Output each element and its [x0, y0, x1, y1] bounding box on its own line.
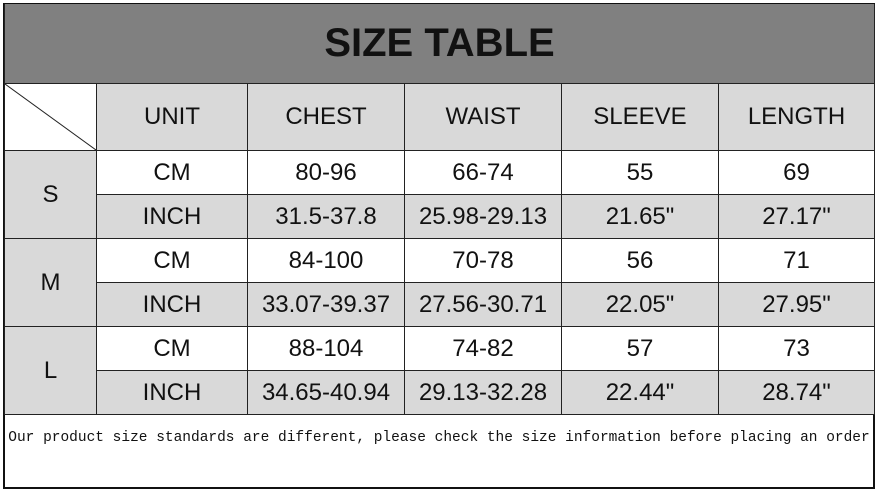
table-cell: 27.56-30.71: [404, 282, 562, 327]
table-cell: 28.74": [718, 370, 875, 415]
table-cell: 88-104: [247, 326, 405, 371]
table-cell: 71: [718, 238, 875, 283]
size-table: SIZE TABLE UNIT CHEST WAIST SLEEVE LENGT…: [4, 4, 875, 415]
table-cell: CM: [96, 326, 248, 371]
table-row-cm: S CM 80-96 66-74 55 69: [4, 150, 875, 239]
table-row-cm: L CM 88-104 74-82 57 73: [4, 326, 875, 415]
table-cell: INCH: [96, 194, 248, 239]
table-cell: 73: [718, 326, 875, 371]
table-cell: 84-100: [247, 238, 405, 283]
table-cell: 66-74: [404, 150, 562, 195]
table-cell: 70-78: [404, 238, 562, 283]
size-note: Our product size standards are different…: [8, 430, 870, 446]
table-cell: 27.17": [718, 194, 875, 239]
header-sleeve: SLEEVE: [561, 83, 719, 151]
size-label: L: [4, 326, 97, 415]
header-length: LENGTH: [718, 83, 875, 151]
table-cell: 34.65-40.94: [247, 370, 405, 415]
table-cell: CM: [96, 238, 248, 283]
table-cell: 69: [718, 150, 875, 195]
table-cell: 27.95": [718, 282, 875, 327]
header-unit: UNIT: [96, 83, 248, 151]
table-cell: INCH: [96, 370, 248, 415]
table-row-inch: INCH 31.5-37.8 25.98-29.13 21.65" 27.17": [5, 194, 875, 239]
header-waist: WAIST: [404, 83, 562, 151]
table-cell: 55: [561, 150, 719, 195]
table-cell: 31.5-37.8: [247, 194, 405, 239]
header-row: UNIT CHEST WAIST SLEEVE LENGTH: [4, 83, 875, 151]
table-row-cm: M CM 84-100 70-78 56 71: [4, 238, 875, 327]
header-chest: CHEST: [247, 83, 405, 151]
table-cell: 74-82: [404, 326, 562, 371]
table-cell: 56: [561, 238, 719, 283]
table-title: SIZE TABLE: [4, 4, 875, 84]
table-row-inch: INCH 33.07-39.37 27.56-30.71 22.05" 27.95": [5, 282, 875, 327]
table-cell: 33.07-39.37: [247, 282, 405, 327]
table-cell: 21.65": [561, 194, 719, 239]
table-cell: 57: [561, 326, 719, 371]
size-label: S: [4, 150, 97, 239]
table-row-inch: INCH 34.65-40.94 29.13-32.28 22.44" 28.74": [5, 370, 875, 415]
table-cell: 22.44": [561, 370, 719, 415]
diagonal-corner-cell: [4, 83, 97, 151]
table-cell: CM: [96, 150, 248, 195]
table-cell: 25.98-29.13: [404, 194, 562, 239]
table-cell: 22.05": [561, 282, 719, 327]
table-cell: 29.13-32.28: [404, 370, 562, 415]
table-cell: INCH: [96, 282, 248, 327]
size-label: M: [4, 238, 97, 327]
size-table-container: SIZE TABLE UNIT CHEST WAIST SLEEVE LENGT…: [3, 3, 875, 489]
table-cell: 80-96: [247, 150, 405, 195]
